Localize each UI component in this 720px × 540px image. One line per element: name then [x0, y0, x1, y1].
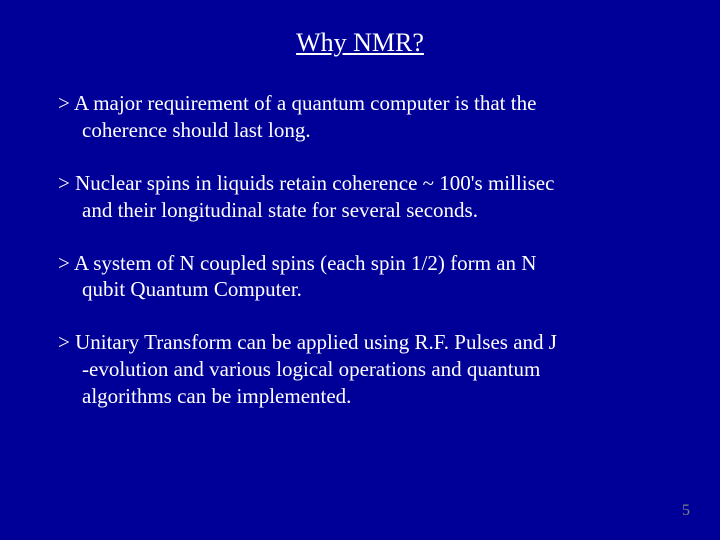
slide-body: > A major requirement of a quantum compu… — [0, 66, 720, 410]
bullet-text-wrap: and their longitudinal state for several… — [58, 197, 662, 224]
page-number: 5 — [682, 502, 690, 520]
bullet-text-wrap: qubit Quantum Computer. — [58, 276, 662, 303]
bullet-prefix: > — [58, 91, 74, 115]
bullet-prefix: > — [58, 171, 75, 195]
bullet-prefix: > — [58, 251, 74, 275]
bullet-prefix: > — [58, 330, 75, 354]
bullet-text-wrap: algorithms can be implemented. — [58, 383, 662, 410]
bullet-item: > A system of N coupled spins (each spin… — [58, 250, 662, 304]
slide-title: Why NMR? — [0, 0, 720, 66]
bullet-text: A system of N coupled spins (each spin 1… — [74, 251, 537, 275]
bullet-item: > Nuclear spins in liquids retain cohere… — [58, 170, 662, 224]
bullet-text: Nuclear spins in liquids retain coherenc… — [75, 171, 554, 195]
bullet-text: A major requirement of a quantum compute… — [74, 91, 536, 115]
bullet-item: > Unitary Transform can be applied using… — [58, 329, 662, 410]
bullet-text: Unitary Transform can be applied using R… — [75, 330, 557, 354]
bullet-text-wrap: -evolution and various logical operation… — [58, 356, 662, 383]
bullet-text-wrap: coherence should last long. — [58, 117, 662, 144]
bullet-item: > A major requirement of a quantum compu… — [58, 90, 662, 144]
